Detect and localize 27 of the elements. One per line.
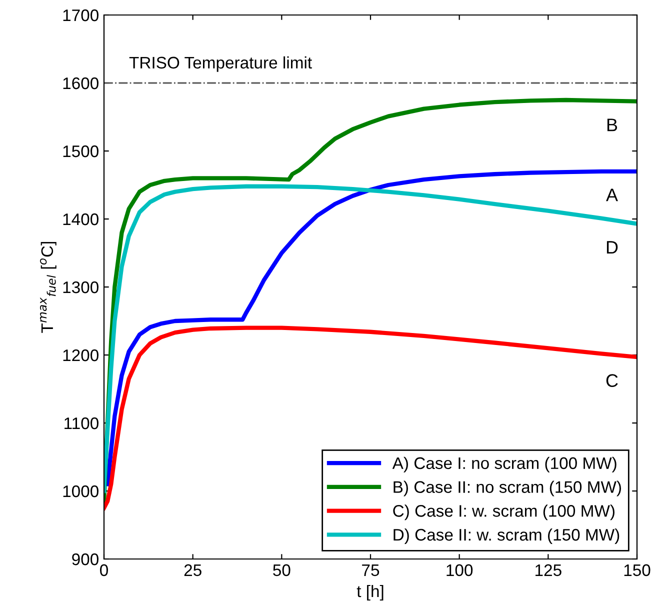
annotation: B (607, 118, 618, 132)
annotation: A (606, 188, 618, 202)
annotation: D (606, 241, 618, 254)
x-tick-label: 150 (624, 564, 650, 576)
x-axis-title: t [h] (356, 584, 384, 600)
x-tick-label: 75 (362, 564, 380, 576)
x-tick-label: 0 (100, 564, 108, 576)
y-tick-label: 1000 (63, 485, 98, 498)
y-tick-label: 1400 (63, 213, 98, 226)
legend-label: D) Case II: w. scram (150 MW) (394, 528, 620, 544)
legend-label: C) Case I: w. scram (100 MW) (393, 504, 614, 520)
legend-label: A) Case I: no scram (100 MW) (392, 456, 616, 472)
legend-label: B) Case II: no scram (150 MW) (394, 480, 621, 496)
annotation: C (606, 374, 618, 387)
y-tick-label: 1500 (63, 145, 98, 158)
y-tick-label: 1700 (63, 9, 98, 22)
y-tick-label: 1300 (63, 281, 98, 294)
x-tick-label: 50 (273, 564, 290, 576)
y-tick-label: 1600 (63, 77, 98, 90)
y-axis-title: T$^{max}$$_{fuel}$ [$^{o}$C] (40, 242, 56, 333)
x-tick-label: 125 (536, 564, 562, 576)
x-tick-label: 25 (184, 564, 202, 576)
x-tick-label: 100 (446, 564, 473, 576)
y-tick-label: 1200 (63, 349, 98, 362)
ref-line-label: TRISO Temperature limit (129, 56, 312, 72)
y-tick-label: 900 (72, 553, 98, 566)
y-tick-label: 1100 (64, 417, 98, 430)
